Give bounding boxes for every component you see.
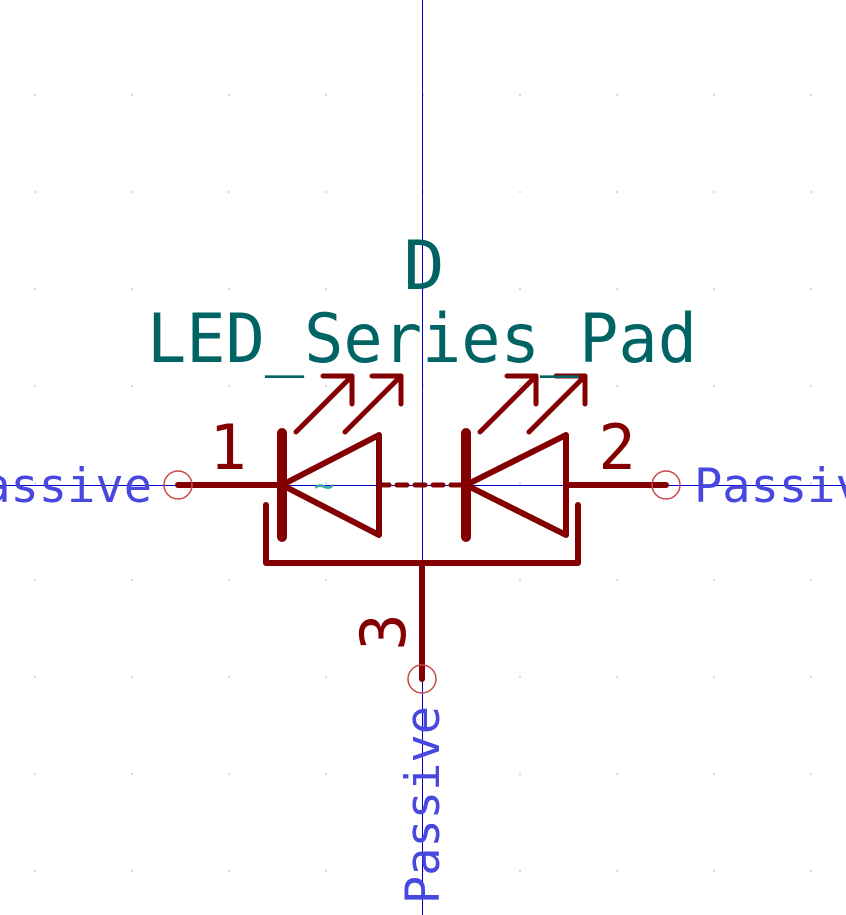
- led-1-emission-arrows: [293, 373, 404, 435]
- grid-dot: [228, 288, 230, 290]
- pin-2-type: Passive: [694, 459, 846, 514]
- symbol-body[interactable]: [175, 373, 669, 682]
- grid-dot: [810, 870, 812, 872]
- pin-3-type: Passive: [396, 706, 451, 904]
- grid-dot: [810, 773, 812, 775]
- led-1-symbol: [277, 373, 404, 542]
- grid-dot: [810, 94, 812, 96]
- pin-1-endpoint[interactable]: [163, 470, 193, 500]
- grid-dot: [34, 191, 36, 193]
- grid-dot: [131, 579, 133, 581]
- grid-dot: [325, 870, 327, 872]
- grid-dot: [713, 385, 715, 387]
- grid-dot: [325, 579, 327, 581]
- grid-dot: [519, 773, 521, 775]
- grid-dot: [325, 191, 327, 193]
- grid-dot: [519, 579, 521, 581]
- grid-dot: [810, 385, 812, 387]
- grid-dot: [228, 579, 230, 581]
- grid-dot: [810, 579, 812, 581]
- grid-dot: [131, 94, 133, 96]
- pin-3-number: 3: [347, 613, 420, 650]
- grid-dot: [713, 191, 715, 193]
- grid-dot: [713, 676, 715, 678]
- grid-dot: [810, 191, 812, 193]
- grid-dot: [325, 288, 327, 290]
- grid-dot: [34, 773, 36, 775]
- grid-dot: [519, 870, 521, 872]
- grid-dot: [713, 773, 715, 775]
- grid-dot: [131, 385, 133, 387]
- grid-dot: [34, 94, 36, 96]
- grid-dot: [228, 94, 230, 96]
- pin-1-type: Passive: [0, 459, 152, 514]
- pin-1-number: 1: [209, 411, 246, 484]
- grid-dot: [34, 676, 36, 678]
- grid-dot: [131, 676, 133, 678]
- grid-dot: [810, 288, 812, 290]
- grid-dot: [713, 94, 715, 96]
- grid-dot: [131, 773, 133, 775]
- grid-dot: [810, 482, 812, 484]
- grid-dot: [34, 579, 36, 581]
- grid-dot: [131, 870, 133, 872]
- grid-dot: [228, 191, 230, 193]
- led-2-emission-arrows: [477, 373, 588, 435]
- grid-dot: [616, 385, 618, 387]
- grid-dot: [810, 676, 812, 678]
- led-2-triangle: [463, 432, 569, 538]
- grid-dot: [228, 676, 230, 678]
- grid-dot: [34, 870, 36, 872]
- grid-dot: [713, 482, 715, 484]
- grid-dot: [713, 870, 715, 872]
- grid-dot: [228, 773, 230, 775]
- grid-dot: [616, 676, 618, 678]
- grid-dot: [616, 94, 618, 96]
- grid-dot: [325, 773, 327, 775]
- grid-dot: [34, 385, 36, 387]
- grid-dot: [131, 191, 133, 193]
- led-2-symbol: [461, 373, 588, 542]
- value-field[interactable]: LED_Series_Pad: [147, 300, 697, 379]
- pad-bracket: [263, 502, 581, 566]
- grid-dot: [616, 870, 618, 872]
- grid-dot: [131, 482, 133, 484]
- unit-label: ~: [314, 466, 334, 506]
- grid-dot: [519, 482, 521, 484]
- grid-dot: [34, 288, 36, 290]
- grid-dot: [34, 482, 36, 484]
- grid-dot: [519, 288, 521, 290]
- grid-dot: [519, 676, 521, 678]
- grid-dot: [325, 482, 327, 484]
- grid-dot: [713, 579, 715, 581]
- grid-dot: [713, 288, 715, 290]
- reference-field[interactable]: D: [404, 227, 445, 306]
- grid-dot: [519, 191, 521, 193]
- pin-3-endpoint[interactable]: [407, 664, 437, 694]
- grid-dot: [519, 385, 521, 387]
- grid-dot: [325, 385, 327, 387]
- grid-dot: [228, 870, 230, 872]
- grid-dot: [616, 288, 618, 290]
- grid-dot: [519, 94, 521, 96]
- grid-dot: [616, 579, 618, 581]
- pin-2-endpoint[interactable]: [651, 470, 681, 500]
- grid-dot: [616, 773, 618, 775]
- grid-dot: [131, 288, 133, 290]
- pin-2-number: 2: [598, 411, 635, 484]
- grid-dot: [616, 191, 618, 193]
- grid-dot: [228, 385, 230, 387]
- grid-dot: [325, 94, 327, 96]
- grid-dot: [325, 676, 327, 678]
